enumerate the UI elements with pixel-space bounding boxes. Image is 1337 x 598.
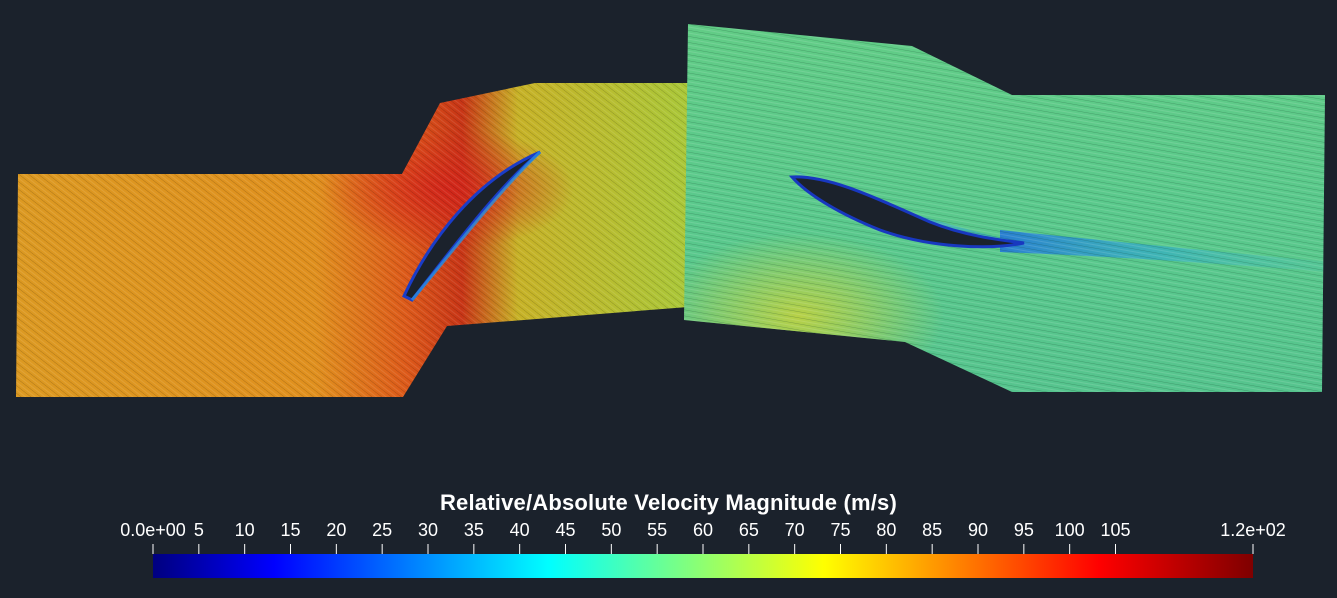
colorbar-tick-label: 0.0e+00 [120,520,186,540]
colorbar-tick-label: 30 [417,520,439,540]
rotor-blade [788,175,1025,249]
colorbar-tick-label: 55 [647,520,668,540]
colorbar-tick-label: 35 [463,520,484,540]
colorbar-tick-label: 80 [876,520,897,540]
colorbar-gradient [153,554,1253,578]
colorbar-tick-label: 45 [555,520,576,540]
colorbar-tick-label: 65 [738,520,759,540]
colorbar-tick-label: 105 [1100,520,1131,540]
stator-blade [402,150,542,302]
colorbar [152,544,1254,578]
colorbar-tick-label: 1.2e+02 [1220,520,1286,540]
colorbar-tick-label: 75 [830,520,851,540]
colorbar-title: Relative/Absolute Velocity Magnitude (m/… [439,490,898,515]
colorbar-tick-label: 60 [692,520,714,540]
colorbar-tick-label: 85 [922,520,943,540]
colorbar-ticks [152,544,1254,554]
colorbar-tick-label: 40 [509,520,530,540]
stator-domain [16,83,688,397]
colorbar-tick-label: 90 [967,520,989,540]
colorbar-tick-label: 100 [1054,520,1085,540]
rotor-domain [684,24,1325,392]
colorbar-tick-label: 20 [326,520,347,540]
colorbar-tick-label: 50 [601,520,622,540]
colorbar-tick-label: 5 [193,520,204,540]
colorbar-tick-label: 25 [372,520,393,540]
colorbar-tick-label: 15 [280,520,301,540]
colorbar-tick-label: 95 [1013,520,1034,540]
colorbar-tick-label: 10 [234,520,255,540]
colorbar-tick-label: 70 [784,520,805,540]
